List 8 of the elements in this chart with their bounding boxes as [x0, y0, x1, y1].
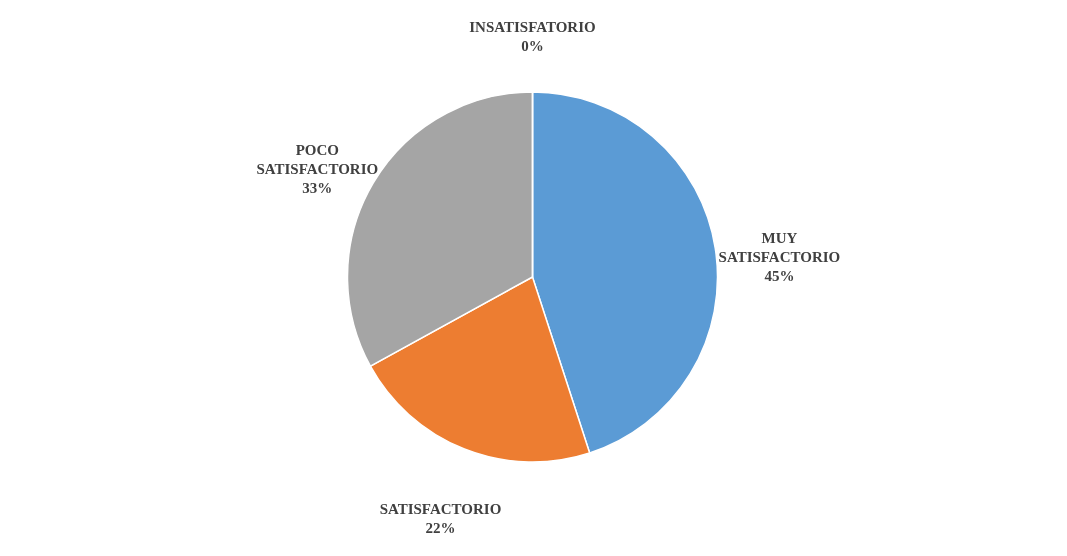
data-label: 22%: [425, 520, 456, 537]
data-label: 33%: [302, 179, 333, 196]
slice-label: POCO SATISFACTORIO: [256, 141, 379, 177]
slice-label: MUY SATISFACTORIO: [718, 229, 841, 265]
text: 0%: [521, 38, 544, 54]
slice-label: SATISFACTORIO: [379, 501, 502, 518]
data-label: 45%: [764, 267, 795, 284]
category-label: INSATISFATORIO: [469, 19, 596, 35]
